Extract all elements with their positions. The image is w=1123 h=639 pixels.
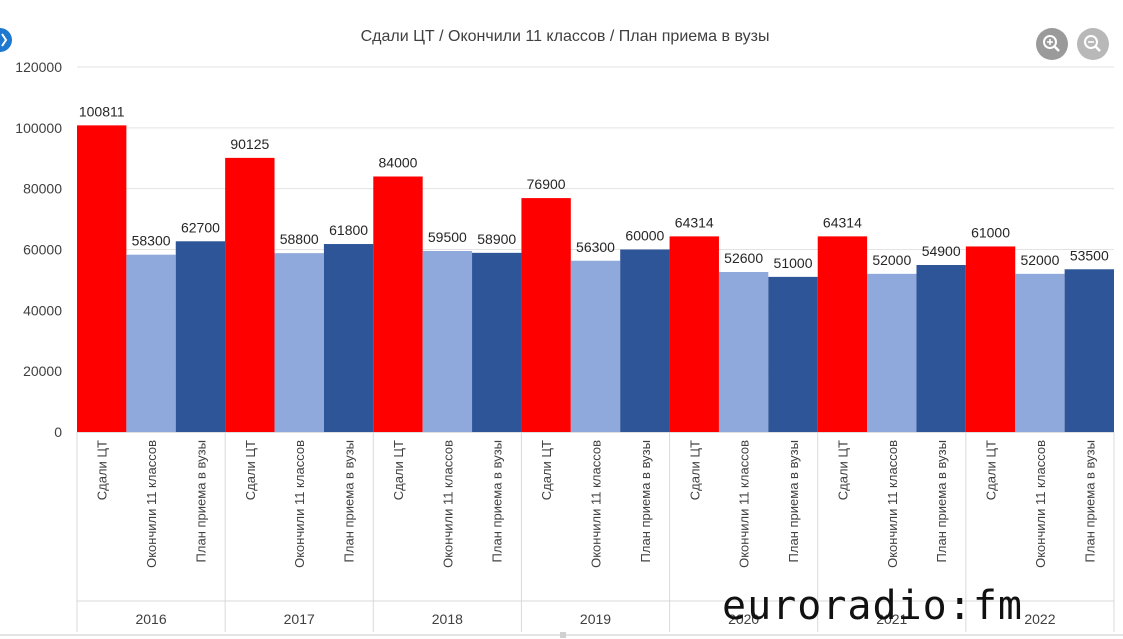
zoom-out-icon xyxy=(1084,35,1101,52)
x-tick-label: Окончили 11 классов xyxy=(292,440,307,568)
y-tick-label: 0 xyxy=(54,424,62,440)
data-label: 61000 xyxy=(971,224,1010,240)
x-tick-label: План приема в вузы xyxy=(490,440,505,562)
y-tick-label: 40000 xyxy=(23,302,62,318)
group-label: 2022 xyxy=(1024,611,1055,627)
watermark-logo: euroradio:fm xyxy=(722,583,1023,629)
x-axis: Сдали ЦТ Окончили 11 классов План приема в… xyxy=(76,432,1115,632)
data-label: 60000 xyxy=(625,228,664,244)
data-label: 52600 xyxy=(724,250,763,266)
group-label: 2018 xyxy=(432,611,463,627)
data-label: 64314 xyxy=(675,214,714,230)
data-label: 52000 xyxy=(1020,252,1059,268)
x-tick-label: План приема в вузы xyxy=(638,440,653,562)
bar xyxy=(323,244,374,432)
x-tick-label: Сдали ЦТ xyxy=(984,440,999,500)
bar xyxy=(175,241,226,432)
group-label: 2019 xyxy=(580,611,611,627)
data-label: 90125 xyxy=(230,136,269,152)
bar xyxy=(521,198,571,432)
x-tick-label: Окончили 11 классов xyxy=(440,440,455,568)
data-label: 59500 xyxy=(428,229,467,245)
x-tick-label: План приема в вузы xyxy=(934,440,949,562)
x-tick-label: Окончили 11 классов xyxy=(1033,440,1048,568)
data-label: 58300 xyxy=(132,233,171,249)
x-tick-label: Окончили 11 классов xyxy=(737,440,752,568)
bar xyxy=(867,273,917,432)
y-tick-label: 20000 xyxy=(23,363,62,379)
bar xyxy=(472,252,522,432)
data-label: 54900 xyxy=(922,243,961,259)
x-tick-label: Окончили 11 классов xyxy=(885,440,900,568)
data-label: 76900 xyxy=(527,176,566,192)
bar xyxy=(373,176,423,432)
x-tick-label: Сдали ЦТ xyxy=(95,440,110,500)
group-label: 2020 xyxy=(728,611,759,627)
chart-title: Сдали ЦТ / Окончили 11 классов / План пр… xyxy=(361,28,770,45)
bar xyxy=(570,260,621,432)
data-label: 64314 xyxy=(823,214,862,230)
bar xyxy=(669,236,719,432)
x-tick-label: Сдали ЦТ xyxy=(835,440,850,500)
y-tick-label: 80000 xyxy=(23,181,62,197)
zoom-in-button[interactable] xyxy=(1036,28,1068,60)
bar xyxy=(718,272,769,432)
bar xyxy=(1064,269,1114,432)
data-label: 53500 xyxy=(1070,247,1109,263)
data-label: 58800 xyxy=(280,231,319,247)
x-tick-label: Окончили 11 классов xyxy=(589,440,604,568)
bar xyxy=(916,265,966,432)
data-label: 100811 xyxy=(79,103,125,119)
bar xyxy=(77,125,127,432)
y-tick-label: 60000 xyxy=(23,242,62,258)
data-label: 61800 xyxy=(329,222,368,238)
data-label: 56300 xyxy=(576,239,615,255)
x-tick-label: План приема в вузы xyxy=(193,440,208,562)
bar xyxy=(965,246,1016,432)
bar xyxy=(126,254,176,432)
scroll-handle[interactable] xyxy=(560,632,566,638)
x-tick-label: Сдали ЦТ xyxy=(687,440,702,500)
x-tick-label: План приема в вузы xyxy=(1082,440,1097,562)
data-label: 58900 xyxy=(477,231,516,247)
nav-arrow-chevron xyxy=(1,33,8,47)
bar xyxy=(620,249,670,432)
data-labels: 100811 58300 62700 90125 58800 61800 84000 5950… xyxy=(79,103,1109,271)
x-tick-label: Окончили 11 классов xyxy=(144,440,159,568)
bars xyxy=(77,125,1114,432)
y-tick-label: 120000 xyxy=(15,59,62,75)
y-tick-label: 100000 xyxy=(15,120,62,136)
bar xyxy=(817,236,868,432)
bar xyxy=(1015,273,1065,432)
x-tick-label: Сдали ЦТ xyxy=(391,440,406,500)
data-label: 51000 xyxy=(774,255,813,271)
x-tick-label: План приема в вузы xyxy=(342,440,357,562)
x-tick-label: План приема в вузы xyxy=(786,440,801,562)
zoom-out-button[interactable] xyxy=(1077,28,1109,60)
x-tick-label: Сдали ЦТ xyxy=(539,440,554,500)
bar xyxy=(422,251,473,432)
data-label: 52000 xyxy=(872,252,911,268)
x-tick-label: Сдали ЦТ xyxy=(243,440,258,500)
group-label: 2016 xyxy=(135,611,166,627)
data-label: 84000 xyxy=(379,155,418,171)
group-label: 2021 xyxy=(876,611,907,627)
bar xyxy=(274,253,324,432)
data-label: 62700 xyxy=(181,219,220,235)
bar xyxy=(768,276,818,432)
group-label: 2017 xyxy=(284,611,315,627)
zoom-in-icon xyxy=(1043,35,1060,52)
y-axis: 0 20000 40000 60000 80000 100000 120000 xyxy=(15,59,62,440)
bar xyxy=(225,157,275,432)
